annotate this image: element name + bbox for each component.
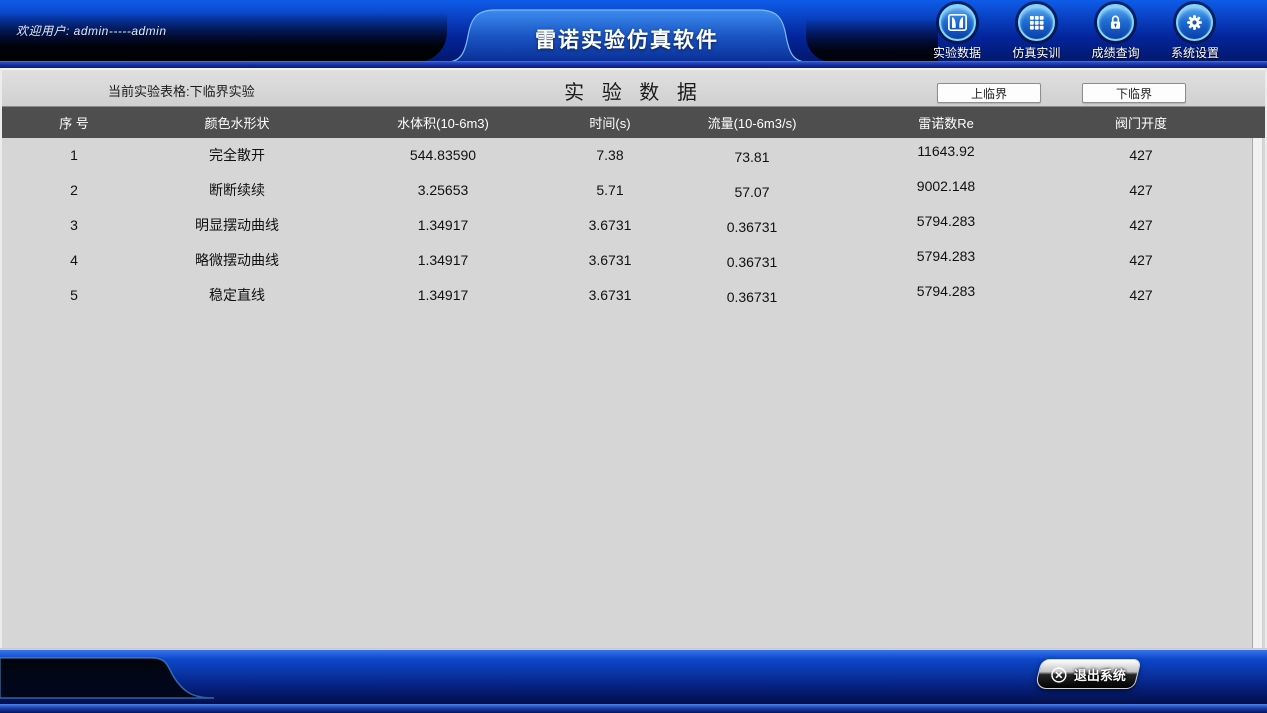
column-header-shape: 颜色水形状 — [204, 116, 270, 131]
table-cell: 4 — [70, 252, 78, 268]
nav-item-experiment-data[interactable]: 实验数据 — [919, 4, 995, 61]
column-header-volume: 水体积(10-6m3) — [397, 116, 489, 131]
table-cell: 2 — [70, 182, 78, 198]
footer-bar: 退出系统 — [0, 648, 1267, 704]
nav-label: 成绩查询 — [1091, 46, 1140, 60]
vertical-scrollbar[interactable] — [1252, 138, 1263, 648]
nav-label: 仿真实训 — [1012, 46, 1061, 60]
curtain-data-icon — [938, 4, 976, 41]
column-header-index: 序 号 — [59, 116, 89, 131]
nav-label: 系统设置 — [1170, 46, 1219, 60]
table-cell: 断断续续 — [209, 182, 265, 198]
table-cell: 5 — [70, 287, 78, 303]
topbar-shade-right — [806, 18, 938, 62]
table-cell: 5794.283 — [916, 213, 976, 229]
table-cell: 5794.283 — [916, 283, 976, 299]
table-cell: 1.34917 — [417, 287, 469, 303]
table-row: 2 断断续续 3.25653 5.71 57.07 9002.148 427 — [2, 173, 1265, 208]
column-header-valve: 阀门开度 — [1114, 116, 1167, 131]
topbar-shade-left — [0, 12, 447, 62]
table-cell: 57.07 — [734, 184, 770, 200]
close-circle-icon — [1050, 665, 1068, 683]
table-cell: 5794.283 — [916, 248, 976, 264]
nav-item-system-settings[interactable]: 系统设置 — [1157, 4, 1233, 61]
table-cell: 3.6731 — [588, 252, 632, 268]
content-area: 当前实验表格:下临界实验 实 验 数 据 上临界 下临界 序 号 颜色水形状 水… — [0, 68, 1267, 648]
table-cell: 427 — [1129, 287, 1153, 303]
table-row: 5 稳定直线 1.34917 3.6731 0.36731 5794.283 4… — [2, 278, 1265, 313]
exit-button-label: 退出系统 — [1073, 667, 1126, 683]
table-cell: 完全散开 — [209, 147, 265, 163]
table-cell: 9002.148 — [916, 178, 976, 194]
table-cell: 427 — [1129, 147, 1153, 163]
table-row: 1 完全散开 544.83590 7.38 73.81 11643.92 427 — [2, 138, 1265, 173]
table-cell: 3.6731 — [588, 217, 632, 233]
table-cell: 3.25653 — [417, 182, 469, 198]
table-cell: 0.36731 — [726, 254, 778, 270]
nav-label: 实验数据 — [932, 46, 981, 60]
lower-critical-button[interactable]: 下临界 — [1082, 83, 1186, 103]
section-title: 实 验 数 据 — [564, 82, 703, 104]
table-cell: 3.6731 — [588, 287, 632, 303]
table-cell: 3 — [70, 217, 78, 233]
title-tab-shape — [447, 9, 807, 63]
nav-item-simulation-training[interactable]: 仿真实训 — [998, 4, 1074, 61]
table-cell: 明显摆动曲线 — [195, 217, 279, 233]
table-cell: 427 — [1129, 182, 1153, 198]
top-bar: 雷诺实验仿真软件 欢迎用户: admin-----admin 实验数据 — [0, 0, 1267, 68]
nav-bar: 实验数据 仿真实训 — [919, 4, 1233, 61]
welcome-user-text: 欢迎用户: admin-----admin — [16, 24, 167, 38]
table-cell: 略微摆动曲线 — [195, 252, 279, 268]
column-header-reynolds: 雷诺数Re — [918, 116, 974, 131]
table-cell: 7.38 — [596, 147, 624, 163]
grid-icon — [1017, 4, 1055, 41]
exit-system-button[interactable]: 退出系统 — [1034, 659, 1142, 689]
topbar-bottom-stripe — [0, 61, 1267, 68]
table-body: 1 完全散开 544.83590 7.38 73.81 11643.92 427… — [2, 138, 1265, 648]
table-cell: 544.83590 — [409, 147, 477, 163]
sub-header: 当前实验表格:下临界实验 实 验 数 据 上临界 下临界 — [2, 68, 1265, 106]
bottom-strip — [0, 704, 1267, 713]
current-table-label: 当前实验表格:下临界实验 — [108, 84, 255, 99]
table-cell: 1.34917 — [417, 252, 469, 268]
app-title: 雷诺实验仿真软件 — [535, 29, 719, 52]
table-cell: 427 — [1129, 252, 1153, 268]
table-header: 序 号 颜色水形状 水体积(10-6m3) 时间(s) 流量(10-6m3/s)… — [2, 106, 1265, 138]
table-cell: 427 — [1129, 217, 1153, 233]
table-cell: 1 — [70, 147, 78, 163]
footer-shade-left — [0, 657, 215, 699]
table-cell: 0.36731 — [726, 289, 778, 305]
column-header-flow: 流量(10-6m3/s) — [707, 116, 797, 131]
upper-critical-button[interactable]: 上临界 — [937, 83, 1041, 103]
nav-item-score-query[interactable]: 成绩查询 — [1078, 4, 1154, 61]
gear-icon — [1176, 4, 1214, 41]
table-cell: 73.81 — [734, 149, 770, 165]
table-row: 4 略微摆动曲线 1.34917 3.6731 0.36731 5794.283… — [2, 243, 1265, 278]
column-header-time: 时间(s) — [589, 116, 631, 131]
table-cell: 11643.92 — [917, 143, 975, 159]
lock-icon — [1097, 4, 1135, 41]
table-cell: 0.36731 — [726, 219, 778, 235]
table-cell: 稳定直线 — [209, 287, 265, 303]
table-cell: 5.71 — [596, 182, 624, 198]
table-row: 3 明显摆动曲线 1.34917 3.6731 0.36731 5794.283… — [2, 208, 1265, 243]
table-cell: 1.34917 — [417, 217, 469, 233]
